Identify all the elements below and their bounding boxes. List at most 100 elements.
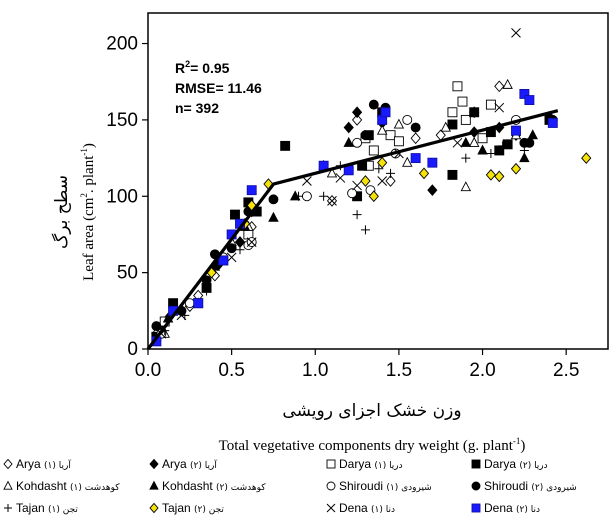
legend-item: Shiroudi (۱) شیرودی <box>326 479 432 493</box>
data-point-triangle-filled <box>343 136 354 147</box>
legend-label-en: Dena <box>484 501 516 515</box>
n-text: n= 392 <box>175 100 219 116</box>
legend-item: Dena (۱) دنا <box>326 501 395 515</box>
data-point-diamond-yellow <box>581 152 592 164</box>
data-point-square-filled <box>230 209 240 220</box>
legend-label-fa: (۱) تجن <box>48 505 78 515</box>
legend-label-fa: (۱) دنا <box>371 505 395 515</box>
data-point-square-blue <box>193 298 204 309</box>
x-axis-title-persian: وزن خشک اجزای رویشی <box>282 401 461 421</box>
rmse-text: RMSE= 11.46 <box>175 80 262 96</box>
data-point-square-open <box>460 114 471 125</box>
data-point-plus <box>374 164 384 174</box>
legend-symbol-plus <box>4 504 12 512</box>
data-point-cross <box>335 173 346 183</box>
data-point-square-filled <box>447 119 458 130</box>
data-point-diamond-filled <box>427 184 438 197</box>
data-point-square-blue <box>410 153 421 164</box>
legend-item: Tajan (۱) تجن <box>4 501 78 515</box>
data-point-square-blue <box>218 255 229 266</box>
data-point-diamond-yellow <box>368 190 379 203</box>
data-point-square-open <box>447 107 458 118</box>
data-point-triangle-open <box>376 124 388 135</box>
legend-symbol-diamond-open <box>3 458 13 470</box>
legend-label-fa: (۲) کوهدشت <box>216 483 266 493</box>
data-point-cross <box>246 237 257 247</box>
y-axis: 0 50 100 150 200 <box>106 34 148 360</box>
stats-annotation: R2= 0.95 RMSE= 11.46 n= 392 <box>175 59 262 116</box>
data-point-square-blue <box>524 95 535 106</box>
legend-label: Dena (۲) دنا <box>484 501 540 515</box>
data-point-triangle-open <box>468 136 480 147</box>
x-tick-label: 0.0 <box>135 360 161 381</box>
data-point-plus <box>235 245 245 255</box>
legend-symbol-circle-filled <box>471 481 481 491</box>
legend-label: Kohdasht (۱) کوهدشت <box>16 479 120 493</box>
data-point-circle-open <box>352 137 363 148</box>
legend-label-en: Darya <box>484 457 519 471</box>
legend-label-en: Darya <box>339 457 374 471</box>
data-point-circle-open <box>402 114 413 125</box>
data-point-plus <box>498 141 508 151</box>
legend-symbol-square-blue <box>471 503 481 513</box>
legend-symbol-diamond-yellow <box>149 502 159 514</box>
legend-label: Arya (۱) آریا <box>16 457 71 471</box>
data-point-square-open <box>368 145 379 156</box>
r2-text: R2= 0.95 <box>175 59 230 76</box>
data-point-square-blue <box>427 157 438 168</box>
legend-symbol-triangle-open <box>3 480 13 490</box>
fit-line <box>146 109 559 350</box>
legend-label: Tajan (۲) تجن <box>162 501 224 515</box>
x-axis: 0.0 0.5 1.0 1.5 2.0 2.5 <box>135 349 579 381</box>
legend-label-en: Kohdasht <box>162 479 216 493</box>
data-point-diamond-yellow <box>510 162 522 175</box>
data-point-plus <box>202 286 212 296</box>
data-point-diamond-open <box>351 114 363 126</box>
data-point-diamond-yellow <box>494 170 505 183</box>
y-tick-label: 200 <box>106 34 138 55</box>
data-point-diamond-open <box>494 80 505 93</box>
legend-label-en: Arya <box>16 457 44 471</box>
data-point-cross <box>302 176 312 186</box>
legend-label: Darya (۱) دریا <box>339 457 403 471</box>
data-point-cross <box>511 28 521 38</box>
data-point-circle-filled <box>151 321 162 332</box>
data-point-square-blue <box>380 107 391 118</box>
legend-item: Darya (۲) دریا <box>471 457 548 471</box>
data-point-triangle-filled <box>477 144 488 155</box>
data-point-square-filled <box>280 140 291 151</box>
data-point-cross <box>452 137 463 148</box>
data-point-circle-filled <box>226 243 237 254</box>
data-point-circle-filled <box>360 130 371 141</box>
legend-symbol-triangle-filled <box>149 480 159 490</box>
data-point-circle-filled <box>410 122 421 133</box>
legend-symbol-square-open <box>326 459 336 469</box>
y-axis-title-english: Leaf area (cm2. plant-1) <box>79 143 97 281</box>
legend-label-en: Tajan <box>16 501 48 515</box>
legend-label-en: Tajan <box>162 501 194 515</box>
data-point-diamond-open <box>385 175 396 187</box>
data-point-diamond-filled <box>343 121 354 134</box>
data-point-cross <box>494 102 505 113</box>
data-point-cross <box>377 176 388 186</box>
legend-symbol-diamond-filled <box>149 458 159 470</box>
legend-item: Shiroudi (۲) شیرودی <box>471 479 577 493</box>
legend-label-en: Kohdasht <box>16 479 70 493</box>
data-point-square-blue <box>343 165 354 176</box>
legend-label: Kohdasht (۲) کوهدشت <box>162 479 266 493</box>
data-point-square-filled <box>502 139 513 150</box>
data-point-diamond-yellow <box>377 156 388 169</box>
data-point-square-open <box>457 96 468 107</box>
data-point-square-open <box>485 99 496 110</box>
data-point-square-blue <box>519 88 530 99</box>
data-point-plus <box>319 191 329 201</box>
data-point-triangle-open <box>440 121 451 132</box>
legend-label: Arya (۲) آریا <box>162 457 217 471</box>
data-point-triangle-open <box>326 167 338 178</box>
x-tick-label: 0.5 <box>218 360 244 381</box>
data-point-triangle-open <box>502 78 513 89</box>
data-point-triangle-open <box>393 118 405 129</box>
legend-symbol-square-filled <box>471 459 481 469</box>
legend-label: Tajan (۱) تجن <box>16 501 78 515</box>
